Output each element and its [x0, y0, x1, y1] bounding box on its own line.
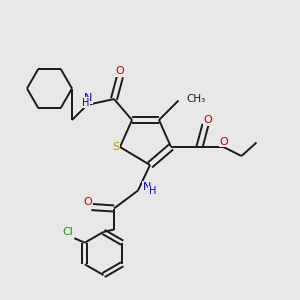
Text: S: S	[112, 142, 119, 152]
Text: H: H	[82, 98, 89, 108]
Text: CH₃: CH₃	[186, 94, 205, 104]
Text: Cl: Cl	[63, 227, 74, 237]
Text: O: O	[219, 136, 228, 147]
Text: O: O	[83, 196, 92, 207]
Text: O: O	[203, 115, 212, 125]
Text: N: N	[143, 182, 151, 192]
Text: O: O	[116, 66, 124, 76]
Text: H: H	[149, 186, 156, 197]
Text: N: N	[84, 93, 93, 103]
